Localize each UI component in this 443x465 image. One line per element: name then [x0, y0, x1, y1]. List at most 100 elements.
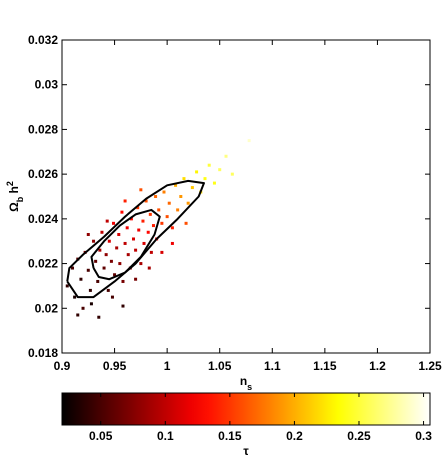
contour-line	[66, 179, 205, 299]
point	[146, 230, 150, 234]
point	[86, 268, 90, 272]
x-tick-label: 1.05	[208, 359, 232, 373]
y-tick-label: 0.022	[28, 257, 58, 271]
colorbar-tick-label: 0.25	[347, 429, 371, 443]
point	[88, 288, 92, 292]
point	[98, 248, 102, 252]
point	[100, 230, 104, 234]
x-axis-label-part: s	[247, 382, 252, 392]
point	[165, 215, 169, 219]
point	[97, 315, 101, 319]
y-axis-label-part: Ω	[7, 202, 21, 212]
point	[182, 177, 186, 181]
point	[179, 195, 183, 198]
point	[147, 266, 151, 270]
y-axis-label-part: b	[15, 196, 25, 202]
point	[105, 219, 109, 223]
point	[79, 277, 83, 281]
point	[131, 237, 135, 241]
point	[126, 253, 130, 257]
point	[86, 233, 90, 237]
point	[134, 248, 138, 252]
point	[167, 201, 171, 205]
point	[123, 199, 127, 203]
point	[129, 217, 133, 221]
point	[170, 241, 174, 245]
point	[136, 206, 140, 210]
contour-line	[90, 208, 161, 281]
colorbar-tick-label: 0.15	[218, 429, 242, 443]
point	[186, 201, 190, 205]
point	[121, 304, 125, 308]
colorbar-tick-label: 0.3	[415, 429, 432, 443]
point	[73, 295, 77, 299]
point	[89, 302, 93, 306]
y-tick-label: 0.032	[28, 33, 58, 47]
y-axis-label: Ωb h2	[5, 181, 25, 212]
x-tick-label: 0.9	[54, 359, 71, 373]
point	[151, 224, 155, 228]
y-axis-label-part: 2	[5, 181, 15, 186]
point	[115, 246, 119, 250]
x-axis-label-part: n	[240, 374, 247, 388]
y-tick-label: 0.028	[28, 122, 58, 136]
point	[176, 208, 180, 212]
colorbar-tick-label: 0.1	[157, 429, 174, 443]
point	[142, 241, 146, 245]
point	[203, 177, 207, 181]
point	[92, 239, 96, 243]
x-tick-label: 1.1	[264, 359, 281, 373]
point	[137, 228, 141, 232]
point	[160, 221, 164, 225]
point	[174, 183, 178, 187]
x-tick-label: 1	[164, 359, 171, 373]
point	[106, 288, 110, 292]
point	[212, 181, 216, 185]
x-tick-label: 1.2	[369, 359, 386, 373]
y-tick-label: 0.024	[28, 212, 58, 226]
point	[117, 233, 121, 237]
point	[139, 262, 143, 266]
point	[96, 279, 100, 283]
y-axis-label-part: h	[7, 186, 21, 197]
y-tick-label: 0.018	[28, 346, 58, 360]
point	[121, 279, 125, 283]
x-tick-label: 1.15	[313, 359, 337, 373]
point	[112, 221, 116, 225]
point	[154, 195, 158, 198]
plot-area	[62, 40, 430, 353]
colorbar-tick-label: 0.05	[89, 429, 113, 443]
point	[123, 241, 127, 245]
point	[195, 170, 199, 174]
colorbar-tick-label: 0.2	[286, 429, 303, 443]
point	[160, 250, 164, 254]
y-tick-label: 0.03	[35, 78, 59, 92]
point	[190, 186, 194, 190]
point	[94, 259, 98, 263]
point	[247, 139, 251, 143]
point	[207, 163, 211, 167]
point	[139, 188, 143, 192]
point	[118, 262, 122, 266]
point	[109, 259, 113, 263]
point	[224, 154, 228, 158]
y-tick-label: 0.026	[28, 167, 58, 181]
axes-box	[61, 39, 431, 354]
point	[218, 168, 222, 172]
point	[102, 266, 106, 270]
x-axis-label: ns	[240, 374, 252, 392]
colorbar-label: τ	[243, 444, 249, 458]
point	[162, 190, 166, 194]
point	[125, 226, 129, 230]
y-tick-label: 0.02	[35, 301, 59, 315]
point	[76, 313, 80, 317]
point	[71, 266, 75, 270]
point	[65, 284, 69, 288]
colorbar	[61, 392, 431, 426]
point	[81, 306, 85, 310]
point	[104, 253, 108, 257]
point	[148, 212, 152, 216]
point	[230, 172, 234, 176]
x-tick-label: 1.25	[418, 359, 442, 373]
